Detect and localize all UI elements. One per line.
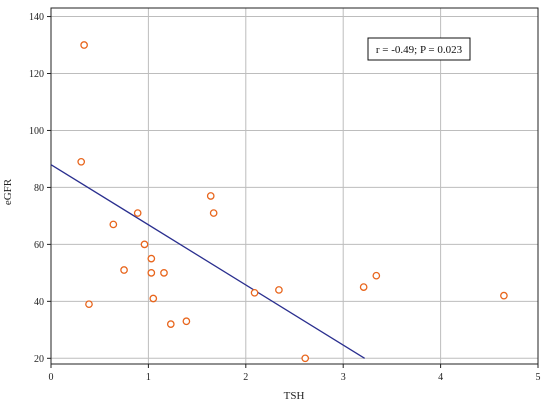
data-point — [77, 157, 86, 166]
data-point — [149, 294, 158, 303]
data-point — [133, 209, 142, 217]
x-tick-label: 2 — [243, 372, 248, 383]
x-axis-label: TSH — [284, 390, 305, 402]
data-point — [147, 269, 156, 277]
y-tick-label: 20 — [34, 354, 44, 365]
y-tick-label: 80 — [34, 183, 44, 194]
data-point — [372, 271, 381, 280]
x-tick-label: 0 — [49, 372, 54, 383]
data-points — [77, 41, 508, 363]
data-point — [85, 300, 93, 309]
y-axis-label: eGFR — [2, 178, 14, 205]
data-point — [109, 220, 118, 229]
data-point — [147, 254, 156, 263]
y-axis-ticks: 20 40 60 80 100 120 140 — [29, 12, 51, 365]
data-point — [160, 269, 168, 277]
data-point — [500, 291, 508, 300]
y-tick-label: 120 — [29, 69, 44, 80]
data-point — [80, 41, 88, 49]
y-tick-label: 140 — [29, 12, 44, 23]
data-point — [140, 240, 149, 249]
y-tick-label: 60 — [34, 240, 44, 251]
data-point — [301, 354, 310, 363]
data-point — [209, 209, 218, 217]
data-point — [120, 266, 128, 274]
annotation-box: r = -0.49; P = 0.023 — [367, 37, 471, 61]
plot-frame — [50, 7, 539, 365]
y-tick-label: 40 — [34, 297, 44, 308]
x-tick-label: 4 — [438, 372, 443, 383]
data-point — [182, 317, 191, 326]
x-tick-label: 1 — [146, 372, 151, 383]
data-point — [206, 192, 215, 200]
x-tick-label: 3 — [341, 372, 346, 383]
grid-lines — [51, 8, 538, 364]
data-point — [359, 283, 368, 291]
data-point — [166, 320, 175, 328]
y-tick-label: 100 — [29, 126, 44, 137]
annotation-text: r = -0.49; P = 0.023 — [376, 44, 463, 56]
x-axis-ticks: 0 1 2 3 4 5 — [49, 364, 541, 383]
regression-line — [50, 164, 365, 359]
data-point — [250, 288, 259, 297]
data-point — [275, 286, 283, 294]
x-tick-label: 5 — [536, 372, 541, 383]
